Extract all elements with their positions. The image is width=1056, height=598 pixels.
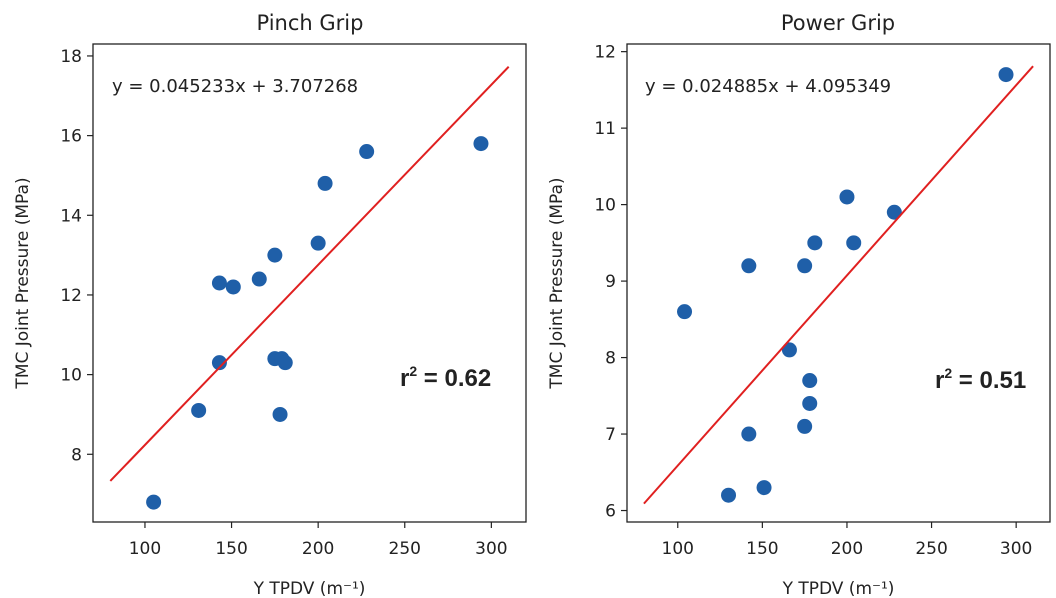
y-tick-label: 11 [594,119,616,139]
data-point [211,275,227,291]
x-axis-label: Υ TPDV (m⁻¹) [253,579,366,598]
x-tick-label: 250 [389,539,421,559]
data-point [839,189,855,205]
pinch-grip-panel: Pinch Grip 100 150 200 250 300 8 10 12 14 16 18 Υ TP… [13,11,527,598]
x-tick-label: 100 [129,539,161,559]
data-point [677,304,693,320]
y-tick-label: 12 [594,43,616,63]
data-point [146,494,162,510]
y-tick-label: 6 [605,502,616,522]
data-point [251,271,267,287]
chart-title: Power Grip [781,11,895,35]
r-squared-superscript: 2 [944,365,952,381]
x-tick-label: 200 [831,539,863,559]
r-squared-symbol: r [935,367,944,394]
chart-title: Pinch Grip [257,11,364,35]
x-tick-label: 300 [475,539,507,559]
x-tick-label: 150 [215,539,247,559]
data-point [781,342,797,358]
data-point [211,355,227,371]
x-tick-label: 250 [915,539,947,559]
data-point [802,373,818,389]
data-point [310,235,326,251]
data-point [741,426,757,442]
data-point [741,258,757,274]
data-point [721,487,737,503]
data-point [807,235,823,251]
y-tick-label: 16 [60,127,82,147]
r-squared-superscript: 2 [409,363,417,379]
r-squared-label: r2 = 0.51 [935,365,1026,394]
data-point [756,480,772,496]
data-point [272,406,288,422]
regression-line [643,65,1034,505]
data-point [473,136,489,152]
y-axis-label: TMC Joint Pressure (MPa) [547,177,567,389]
data-point [998,67,1014,83]
x-tick-label: 300 [1000,539,1032,559]
data-point [797,418,813,434]
r-squared-symbol: r [400,365,409,392]
plot-frame [626,43,1051,523]
x-axis-label: Υ TPDV (m⁻¹) [782,579,895,598]
x-tick-label: 150 [746,539,778,559]
regression-equation: y = 0.024885x + 4.095349 [645,76,891,97]
x-tick-label: 200 [302,539,334,559]
y-tick-label: 18 [60,47,82,67]
y-tick-label: 10 [594,196,616,216]
data-point [191,402,207,418]
data-point [317,175,333,191]
y-tick-label: 8 [605,349,616,369]
data-point [359,144,375,160]
data-point [267,247,283,263]
y-tick-label: 7 [605,425,616,445]
y-tick-label: 12 [60,286,82,306]
y-tick-label: 8 [71,445,82,465]
plot-frame [92,43,527,523]
data-point [797,258,813,274]
x-tick-label: 100 [662,539,694,559]
data-point [225,279,241,295]
data-point [886,204,902,220]
y-axis-label: TMC Joint Pressure (MPa) [13,177,33,389]
y-tick-label: 10 [60,366,82,386]
regression-line [109,66,510,482]
r-squared-value: = 0.62 [417,365,491,392]
r-squared-value: = 0.51 [952,367,1026,394]
y-tick-label: 9 [605,272,616,292]
data-point [802,395,818,411]
y-tick-label: 14 [60,206,82,226]
power-grip-panel: Power Grip 100 150 200 250 300 6 7 8 9 10 11 12 Υ TPD… [547,11,1051,598]
data-point [846,235,862,251]
data-point [277,355,293,371]
regression-equation: y = 0.045233x + 3.707268 [112,76,358,97]
r-squared-label: r2 = 0.62 [400,363,491,392]
